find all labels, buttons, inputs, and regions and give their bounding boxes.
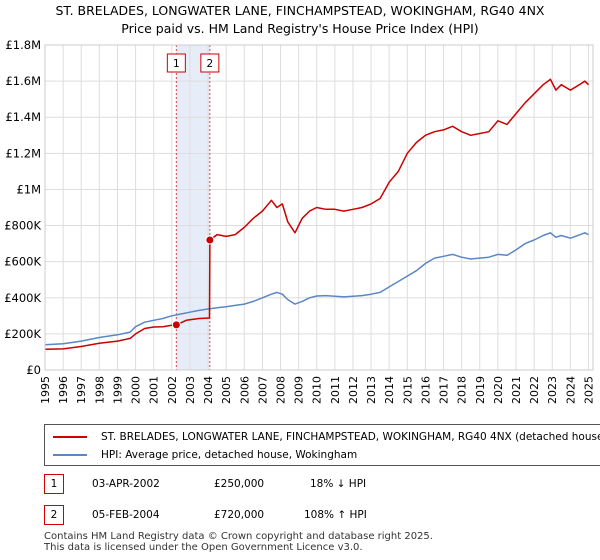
y-tick-label: £400K [4, 291, 41, 305]
legend-swatch-hpi [53, 454, 87, 456]
sale-point [205, 235, 215, 245]
sale-label: 2 [207, 58, 214, 70]
x-tick-label: 2009 [293, 376, 306, 404]
sale-label-box [200, 53, 220, 73]
x-tick-label: 2006 [238, 376, 251, 404]
y-tick-label: £1.8M [5, 38, 41, 52]
transaction-hpi: 108% ↑ HPI [304, 509, 367, 521]
transaction-date: 05-FEB-2004 [92, 509, 160, 521]
x-tick-label: 2011 [329, 376, 342, 404]
x-tick-label: 1996 [57, 376, 70, 404]
sale-point [171, 320, 181, 330]
chart-subtitle: Price paid vs. HM Land Registry's House … [121, 21, 479, 36]
footer-copyright: Contains HM Land Registry data © Crown c… [44, 531, 433, 542]
x-tick-label: 2005 [220, 376, 233, 404]
x-tick-label: 2016 [419, 376, 432, 404]
legend-item-property: ST. BRELADES, LONGWATER LANE, FINCHAMPST… [53, 428, 600, 446]
x-tick-label: 2008 [275, 376, 288, 404]
x-tick-label: 2023 [546, 376, 559, 404]
x-tick-label: 2017 [438, 376, 451, 404]
legend: ST. BRELADES, LONGWATER LANE, FINCHAMPST… [44, 424, 600, 466]
x-tick-label: 2004 [202, 376, 215, 404]
y-tick-label: £1.2M [5, 146, 41, 160]
title-block: ST. BRELADES, LONGWATER LANE, FINCHAMPST… [0, 2, 600, 38]
sale-label: 1 [173, 58, 180, 70]
y-tick-label: £0 [26, 363, 41, 377]
transaction-price: £720,000 [214, 509, 265, 521]
y-tick-label: £1.4M [5, 110, 41, 124]
hpi-line [44, 232, 589, 346]
x-tick-label: 2019 [474, 376, 487, 404]
y-tick-label: £800K [4, 219, 41, 233]
x-tick-label: 2018 [456, 376, 469, 404]
x-tick-label: 2012 [347, 376, 360, 404]
sale-label-box [166, 53, 186, 73]
x-tick-label: 2014 [383, 376, 396, 404]
x-tick-label: 2007 [256, 376, 269, 404]
x-tick-label: 1995 [39, 376, 52, 404]
y-axis-ticks: £0 £200K £400K £600K £800K £1M £1.2M £1.4M £1.6M… [4, 38, 41, 377]
footer: Contains HM Land Registry data © Crown c… [44, 531, 433, 553]
transaction-date: 03-APR-2002 [92, 478, 160, 490]
x-tick-label: 2015 [401, 376, 414, 404]
x-tick-label: 2022 [528, 376, 541, 404]
x-tick-label: 2024 [564, 376, 577, 404]
x-tick-label: 1998 [93, 376, 106, 404]
transaction-hpi: 18% ↓ HPI [310, 478, 367, 490]
x-tick-label: 2010 [311, 376, 324, 404]
x-tick-label: 1997 [75, 376, 88, 404]
x-tick-label: 2002 [166, 376, 179, 404]
y-tick-label: £1M [16, 182, 41, 196]
transaction-badge: 2 [44, 505, 64, 525]
x-tick-label: 2003 [184, 376, 197, 404]
y-tick-label: £600K [4, 255, 41, 269]
x-tick-label: 2000 [130, 376, 143, 404]
x-tick-label: 2025 [582, 376, 595, 404]
y-tick-label: £1.6M [5, 74, 41, 88]
footer-licence: This data is licensed under the Open Gov… [44, 542, 363, 553]
plot-border [44, 44, 594, 371]
transaction-badge: 1 [44, 474, 64, 494]
legend-swatch-property [53, 436, 87, 438]
chart-title: ST. BRELADES, LONGWATER LANE, FINCHAMPST… [55, 3, 545, 18]
legend-item-hpi: HPI: Average price, detached house, Woki… [53, 446, 357, 464]
x-tick-label: 2021 [510, 376, 523, 404]
legend-label-hpi: HPI: Average price, detached house, Woki… [101, 449, 358, 461]
legend-label-property: ST. BRELADES, LONGWATER LANE, FINCHAMPST… [101, 431, 600, 443]
sale-markers [171, 235, 215, 330]
x-tick-label: 2013 [365, 376, 378, 404]
x-tick-label: 1999 [111, 376, 124, 404]
transaction-price: £250,000 [214, 478, 265, 490]
y-tick-label: £200K [4, 327, 41, 341]
gridlines [44, 44, 593, 371]
x-tick-label: 2001 [148, 376, 161, 404]
x-axis-ticks: 1995 1996 1997 1998 1999 2000 2001 2002 2003 2004… [39, 376, 595, 404]
sale-period-shading [176, 45, 210, 370]
x-tick-label: 2020 [492, 376, 505, 404]
